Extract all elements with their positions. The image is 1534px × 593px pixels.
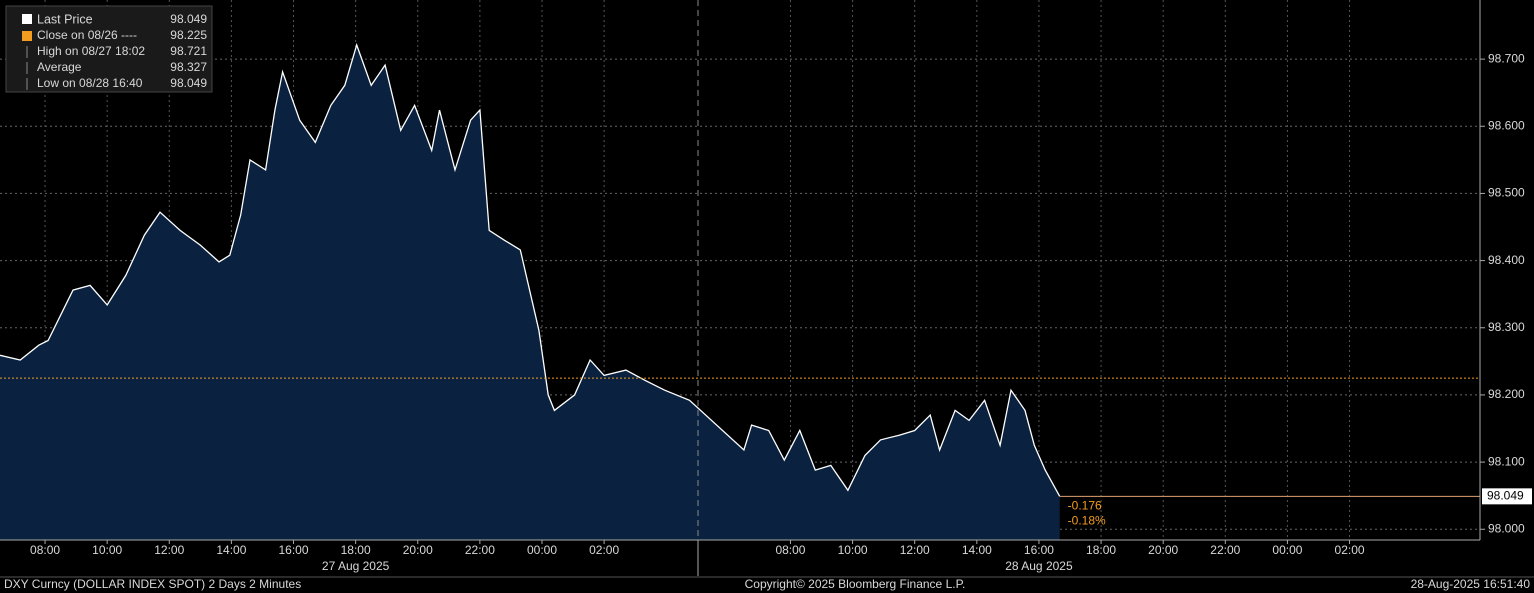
y-tick-label: 98.700	[1488, 51, 1525, 65]
x-tick-label: 02:00	[589, 543, 619, 557]
x-tick-label: 22:00	[465, 543, 495, 557]
date-label: 27 Aug 2025	[322, 559, 390, 573]
x-tick-label: 08:00	[775, 543, 805, 557]
last-tag-label: 98.049	[1487, 489, 1524, 503]
y-tick-label: 98.500	[1488, 186, 1525, 200]
x-tick-label: 10:00	[92, 543, 122, 557]
last-tag	[1482, 488, 1532, 505]
legend-value: 98.721	[170, 44, 207, 58]
change-pct: -0.18%	[1068, 514, 1106, 528]
legend-swatch	[22, 14, 32, 24]
x-tick-label: 22:00	[1210, 543, 1240, 557]
footer-center: Copyright© 2025 Bloomberg Finance L.P.	[745, 577, 966, 591]
y-tick-label: 98.100	[1488, 454, 1525, 468]
line	[0, 42, 1061, 497]
x-tick-label: 20:00	[1148, 543, 1178, 557]
legend-label: Last Price	[37, 12, 93, 26]
footer-left: DXY Curncy (DOLLAR INDEX SPOT) 2 Days 2 …	[4, 577, 301, 591]
x-tick-label: 18:00	[341, 543, 371, 557]
change: -0.176	[1068, 499, 1102, 513]
x-tick-label: 12:00	[154, 543, 184, 557]
legend-label: High on 08/27 18:02	[37, 44, 145, 58]
x-tick-label: 18:00	[1086, 543, 1116, 557]
x-tick-label: 14:00	[962, 543, 992, 557]
x-tick-label: 20:00	[403, 543, 433, 557]
legend-box	[5, 5, 213, 93]
x-tick-label: 00:00	[1272, 543, 1302, 557]
footer-right: 28-Aug-2025 16:51:40	[1411, 577, 1531, 591]
legend-swatch	[22, 31, 32, 41]
x-tick-label: 00:00	[527, 543, 557, 557]
date-label: 28 Aug 2025	[1005, 559, 1073, 573]
y-tick-label: 98.600	[1488, 118, 1525, 132]
legend-value: 98.049	[170, 12, 207, 26]
legend-value: 98.225	[170, 28, 207, 42]
legend-label: Close on 08/26 ----	[37, 28, 137, 42]
y-tick-label: 98.300	[1488, 320, 1525, 334]
legend-value: 98.049	[170, 76, 207, 90]
legend-label: Average	[37, 60, 82, 74]
x-tick-label: 16:00	[1024, 543, 1054, 557]
x-tick-label: 12:00	[900, 543, 930, 557]
y-tick-label: 98.000	[1488, 521, 1525, 535]
y-tick-label: 98.400	[1488, 253, 1525, 267]
x-tick-label: 14:00	[216, 543, 246, 557]
legend-value: 98.327	[170, 60, 207, 74]
x-tick-label: 02:00	[1335, 543, 1365, 557]
x-tick-label: 16:00	[278, 543, 308, 557]
legend-label: Low on 08/28 16:40	[37, 76, 143, 90]
x-tick-label: 10:00	[838, 543, 868, 557]
x-tick-label: 08:00	[30, 543, 60, 557]
y-tick-label: 98.200	[1488, 387, 1525, 401]
